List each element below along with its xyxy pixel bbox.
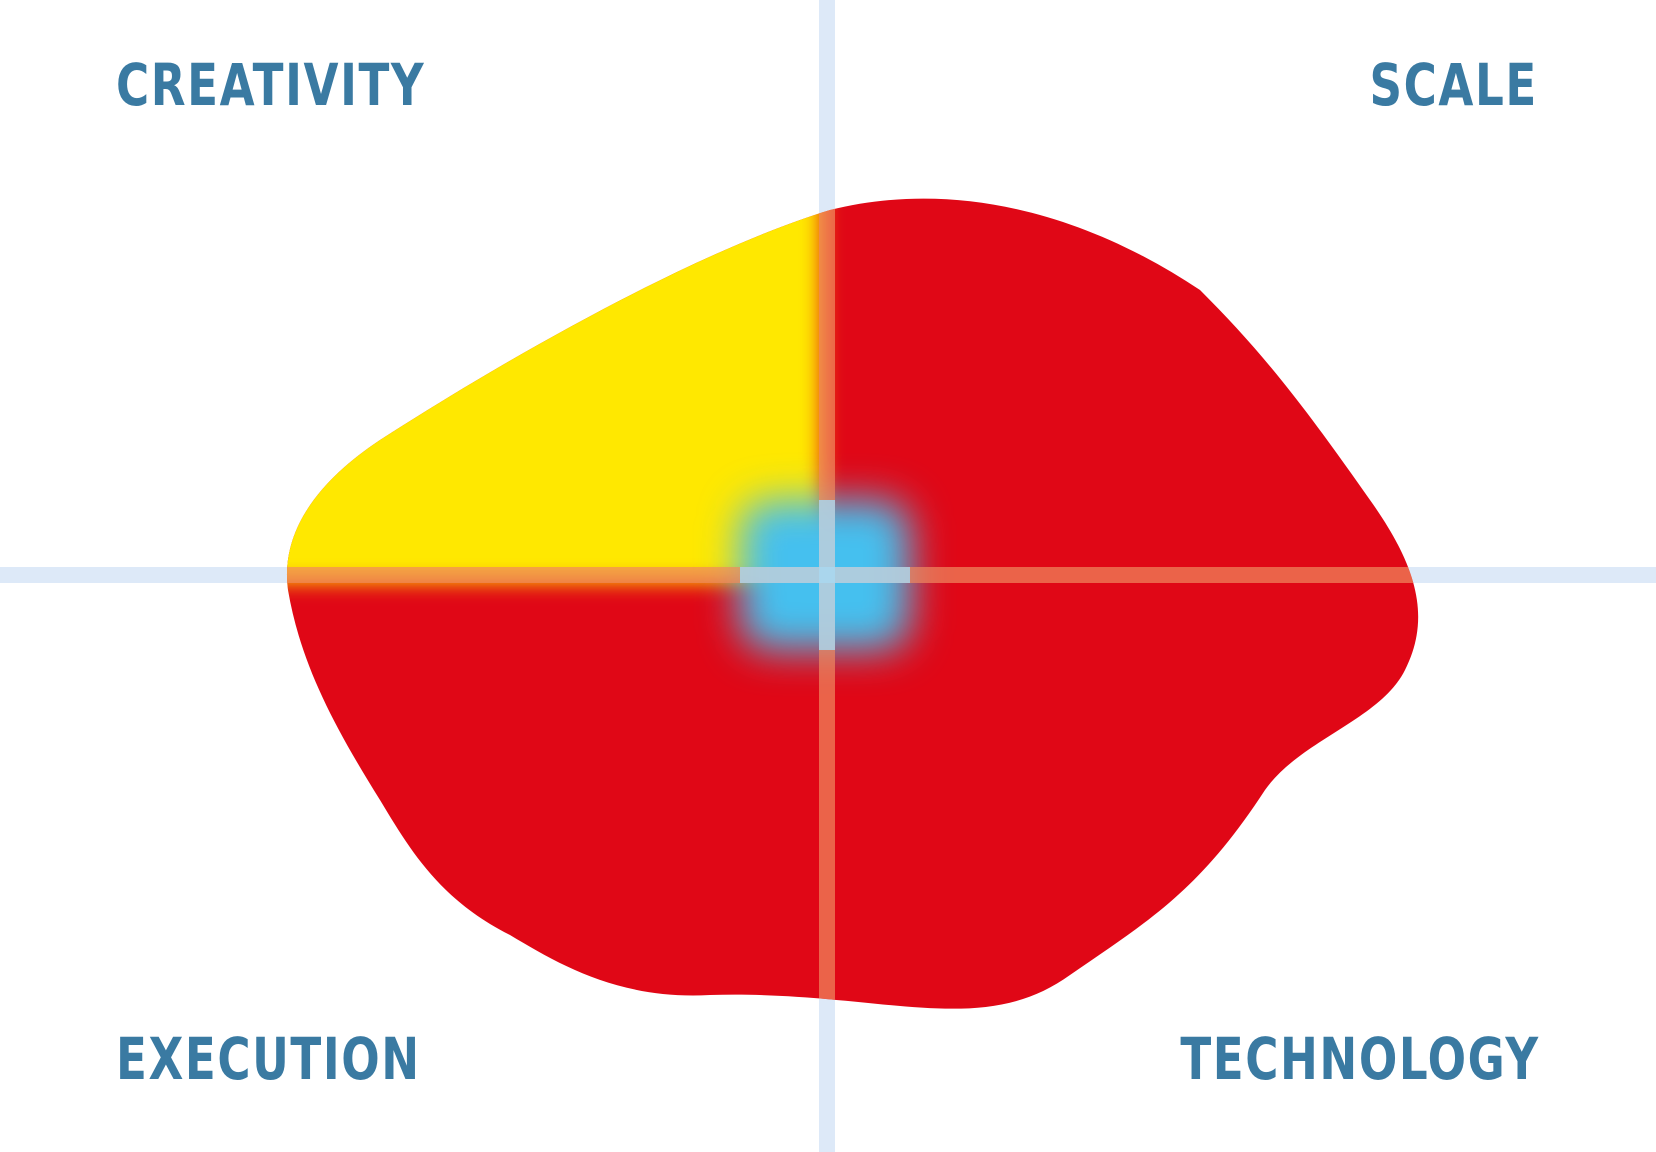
blob-yellow-region xyxy=(286,198,822,582)
quadrant-label-execution: EXECUTION xyxy=(116,1025,421,1093)
quadrant-label-creativity: CREATIVITY xyxy=(116,51,426,119)
quadrant-label-scale: SCALE xyxy=(1369,51,1538,119)
center-axis-cross-h xyxy=(740,567,910,583)
quadrant-label-technology: TECHNOLOGY xyxy=(1180,1025,1540,1093)
